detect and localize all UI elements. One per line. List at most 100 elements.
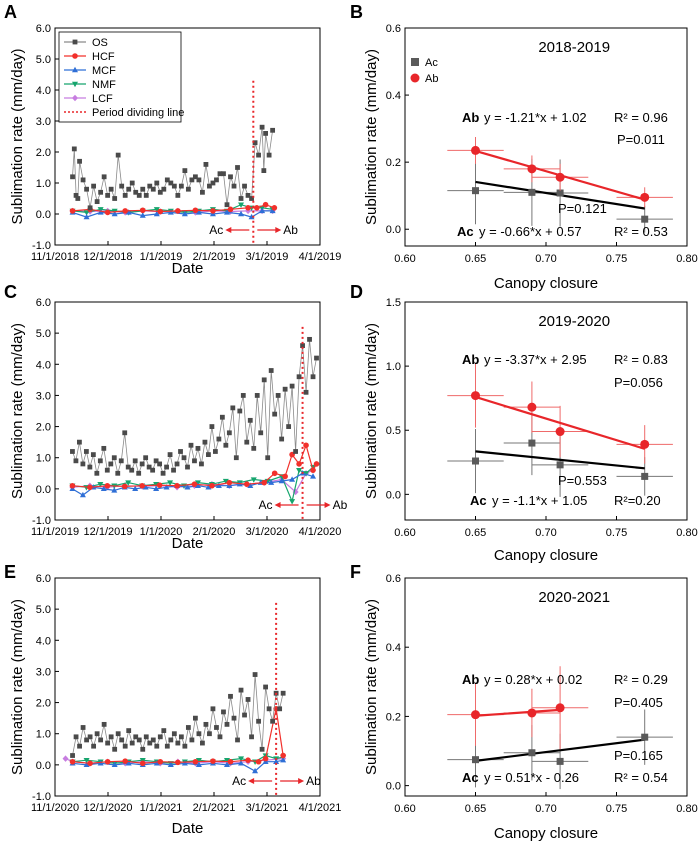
y-axis-label-f: Sublimation rate (mm/day) — [363, 599, 380, 775]
point-os-a — [87, 205, 93, 211]
point-hcf-a — [122, 208, 128, 214]
point-os-c — [118, 458, 124, 464]
point-os-a — [161, 186, 167, 192]
p-value-ac-f: P=0.165 — [614, 748, 663, 763]
point-os-e — [73, 734, 79, 740]
point-hcf-c — [209, 482, 215, 489]
point-hcf-c — [121, 483, 128, 490]
point-hcf-c — [271, 470, 278, 477]
x-tick-label-d: 0.60 — [394, 527, 415, 539]
y-tick-label-b: 0.4 — [386, 90, 401, 102]
point-os-c — [233, 455, 239, 461]
x-axis-label-c: Date — [172, 535, 204, 552]
point-hcf-a — [104, 209, 111, 216]
point-os-e — [84, 737, 89, 743]
point-hcf-e — [280, 752, 286, 759]
point-hcf-c — [104, 482, 111, 489]
equation-name-ab-d: Ab — [462, 352, 479, 367]
point-os-c — [251, 445, 257, 451]
x-tick-label-f: 0.65 — [465, 803, 486, 815]
point-hcf-e — [122, 758, 128, 764]
x-tick-label-c: 11/1/2019 — [31, 526, 79, 538]
point-os-c — [101, 445, 107, 451]
point-ab-b — [527, 164, 537, 174]
point-mcf-c — [111, 487, 118, 493]
point-ac-b — [641, 215, 649, 223]
point-os-e — [87, 734, 93, 740]
point-ac-b — [472, 187, 479, 195]
point-ac-d — [556, 461, 564, 469]
panel-label-d: D — [350, 282, 363, 302]
legend-swatch-marker-mcf — [72, 66, 78, 73]
x-axis-label-e: Date — [172, 820, 204, 837]
point-os-c — [212, 449, 218, 454]
point-os-c — [80, 461, 86, 467]
panel-label-c: C — [4, 282, 17, 302]
point-os-c — [125, 464, 131, 470]
point-os-c — [223, 442, 229, 448]
p-value-ac-d: P=0.553 — [558, 473, 607, 488]
point-hcf-e — [87, 760, 93, 767]
legend-box-a — [58, 31, 182, 123]
y-tick-label-d: 1.5 — [386, 297, 401, 309]
point-os-e — [235, 737, 240, 743]
point-os-a — [210, 180, 216, 186]
point-mcf-c — [132, 485, 139, 492]
point-os-c — [167, 452, 173, 457]
point-os-a — [252, 140, 258, 146]
point-nmf-a — [238, 202, 245, 208]
point-lcf-e — [62, 755, 69, 762]
point-mcf-c — [142, 484, 149, 490]
r2-ab-d: R² = 0.83 — [614, 352, 668, 367]
x-tick-label-c: 3/1/2020 — [246, 526, 289, 538]
y-tick-label-c: -1.0 — [32, 515, 51, 527]
point-os-e — [214, 725, 219, 730]
p-value-ab-d: P=0.056 — [614, 375, 663, 390]
point-os-a — [147, 183, 153, 189]
point-mcf-a — [181, 210, 188, 217]
legend-item-lcf: LCF — [92, 93, 113, 105]
point-os-c — [244, 439, 250, 445]
y-tick-label-e: 0.0 — [36, 760, 51, 772]
legend-item-os: OS — [92, 37, 108, 49]
point-hcf-e — [255, 758, 262, 765]
point-os-a — [178, 183, 184, 189]
equation-ac-f: y = 0.51*x - 0.26 — [484, 770, 579, 785]
point-nmf-c — [222, 478, 229, 485]
panel-label-b: B — [350, 2, 363, 22]
point-hcf-e — [262, 755, 269, 762]
r2-ac-d: R²=0.20 — [614, 493, 661, 508]
x-tick-label-a: 2/1/2019 — [193, 251, 236, 263]
point-os-c — [160, 470, 166, 476]
y-tick-label-e: 4.0 — [36, 635, 51, 647]
point-nmf-c — [250, 477, 257, 483]
point-os-c — [185, 464, 190, 470]
fit-line-ab-d — [475, 395, 646, 450]
point-os-a — [80, 177, 86, 183]
point-os-a — [143, 193, 149, 198]
point-mcf-a — [153, 210, 160, 217]
point-ab-b — [640, 192, 650, 202]
point-os-a — [115, 152, 121, 158]
point-hcf-c — [310, 467, 316, 473]
y-tick-label-a: 0.0 — [36, 209, 51, 221]
point-mcf-c — [215, 482, 222, 488]
point-hcf-c — [226, 479, 233, 486]
point-os-c — [174, 461, 180, 467]
equation-ac-b: y = -0.66*x + 0.57 — [479, 224, 582, 239]
y-tick-label-a: 1.0 — [36, 178, 51, 190]
y-tick-label-c: 6.0 — [36, 297, 51, 309]
point-os-c — [181, 455, 187, 461]
ab-label-e: Ab — [306, 774, 321, 788]
point-ac-b — [556, 189, 564, 197]
series-line-os-c — [72, 339, 317, 475]
point-mcf-e — [223, 761, 230, 768]
point-hcf-e — [175, 759, 181, 766]
point-os-c — [258, 430, 264, 436]
point-os-a — [249, 196, 254, 201]
point-os-e — [238, 687, 244, 693]
point-os-a — [136, 193, 142, 198]
r2-ab-f: R² = 0.29 — [614, 672, 668, 687]
point-os-a — [70, 174, 75, 180]
legend-swatch-marker-nmf — [72, 81, 78, 88]
